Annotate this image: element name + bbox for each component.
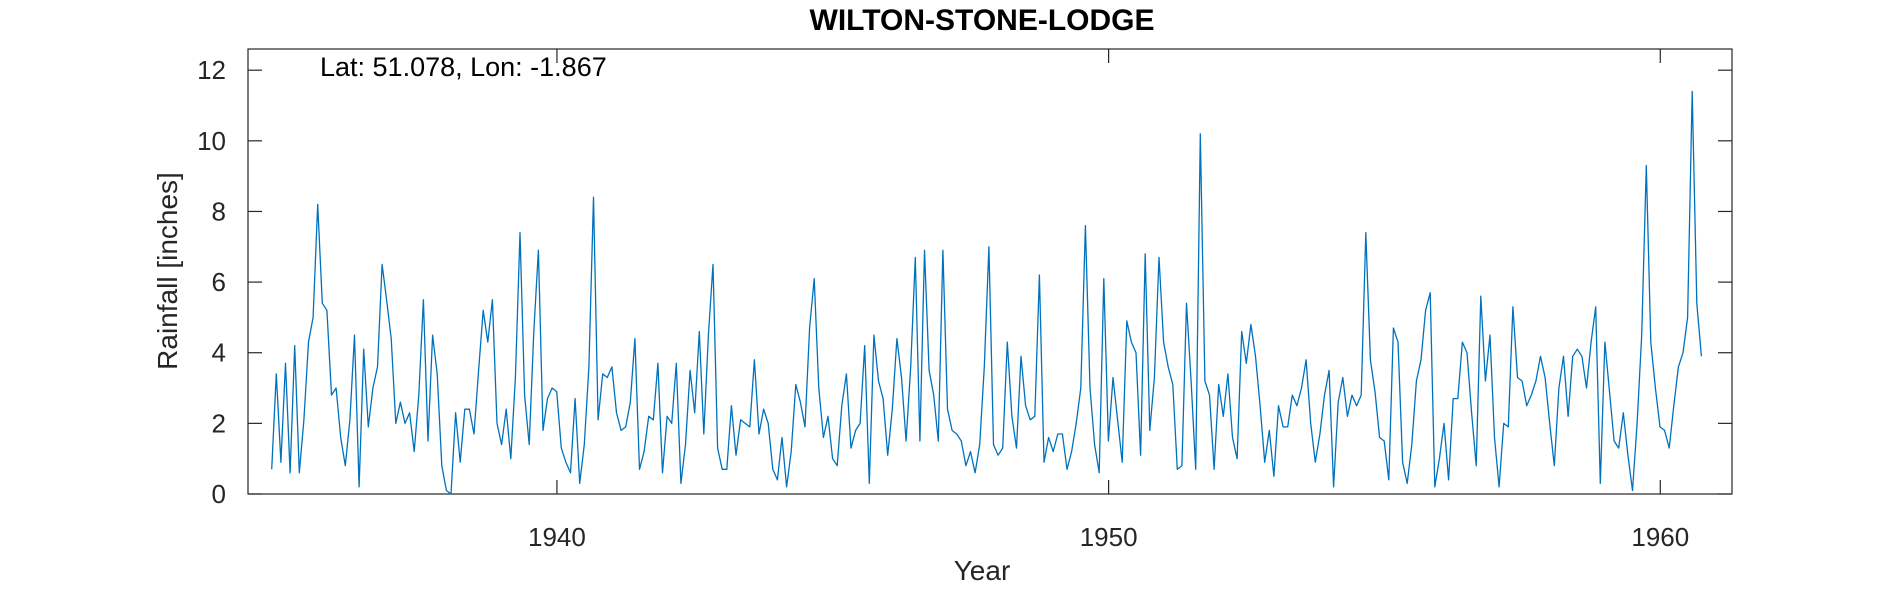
y-tick-label: 10 [197,126,226,156]
x-tick-label: 1950 [1080,522,1138,552]
y-tick-label: 4 [212,338,226,368]
rainfall-series-line [271,90,1703,495]
y-tick-label: 8 [212,196,226,226]
y-axis-label: Rainfall [inches] [152,172,183,370]
x-tick-label: 1960 [1631,522,1689,552]
x-tick-label: 1940 [528,522,586,552]
y-tick-label: 12 [197,55,226,85]
location-annotation: Lat: 51.078, Lon: -1.867 [320,52,607,82]
chart-title: WILTON-STONE-LODGE [810,4,1155,37]
y-tick-label: 6 [212,267,226,297]
y-tick-label: 2 [212,408,226,438]
y-tick-label: 0 [212,479,226,509]
x-axis-label: Year [954,555,1011,586]
y-axis: 0 2 4 6 8 10 12 [197,55,1732,509]
x-axis: 1940 1950 1960 [528,49,1689,552]
